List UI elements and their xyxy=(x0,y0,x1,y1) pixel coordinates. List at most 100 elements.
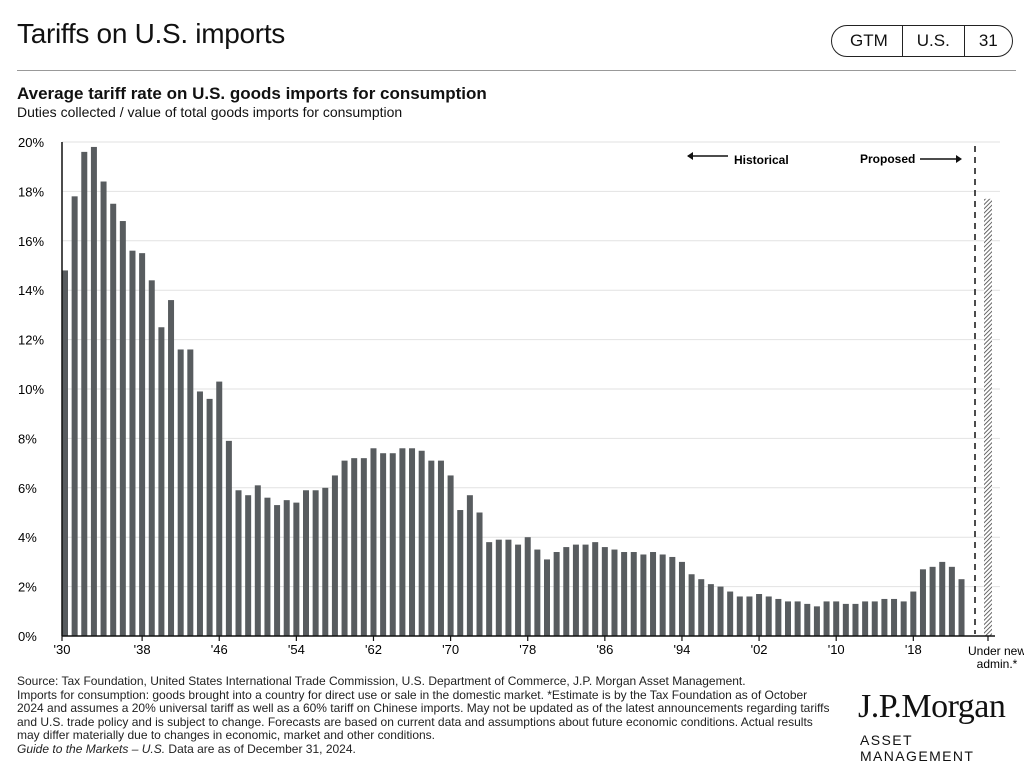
bar-1969 xyxy=(437,460,444,636)
bar-1953 xyxy=(283,500,290,636)
bar-1936 xyxy=(119,221,126,637)
bar-2004 xyxy=(775,598,782,636)
bar-1938 xyxy=(139,253,146,636)
bar-1948 xyxy=(235,490,242,636)
arrow-right-icon xyxy=(956,155,962,163)
badge-page: 31 xyxy=(963,26,1012,56)
bar-2000 xyxy=(736,596,743,636)
bar-1939 xyxy=(148,280,155,636)
jpmorgan-logo: J.P.Morgan xyxy=(858,688,1006,725)
bar-1988 xyxy=(621,552,628,636)
bar-1945 xyxy=(206,398,213,636)
x-tick-label: '38 xyxy=(134,642,151,657)
bar-2003 xyxy=(765,596,772,636)
bar-1994 xyxy=(678,561,685,636)
bar-1993 xyxy=(669,556,676,636)
bar-2010 xyxy=(833,601,840,636)
methodology-note: Imports for consumption: goods brought i… xyxy=(17,687,830,742)
y-tick-label: 2% xyxy=(18,580,37,595)
bar-2009 xyxy=(823,601,830,636)
bar-1931 xyxy=(71,196,78,636)
bar-1950 xyxy=(254,485,261,636)
bar-1987 xyxy=(611,549,618,636)
bar-2012 xyxy=(852,603,859,636)
bar-1944 xyxy=(196,391,203,636)
guide-title: Guide to the Markets – U.S. xyxy=(17,741,166,756)
x-tick-label: '62 xyxy=(365,642,382,657)
bar-1984 xyxy=(582,544,589,636)
bar-1971 xyxy=(457,510,464,636)
bar-1995 xyxy=(688,574,695,636)
bar-1973 xyxy=(476,512,483,636)
bar-1951 xyxy=(264,497,271,636)
y-tick-label: 4% xyxy=(18,530,37,545)
bar-1985 xyxy=(592,542,599,636)
bar-1983 xyxy=(572,544,579,636)
bar-1979 xyxy=(534,549,541,636)
bar-2020 xyxy=(929,566,936,636)
x-tick-label: '30 xyxy=(54,642,71,657)
bar-1940 xyxy=(158,327,165,636)
gtm-badge: GTM U.S. 31 xyxy=(831,25,1013,57)
y-tick-label: 20% xyxy=(18,135,44,150)
bar-1997 xyxy=(707,584,714,636)
bar-1986 xyxy=(601,547,608,636)
bar-1980 xyxy=(544,559,550,636)
bar-1975 xyxy=(495,539,502,636)
bar-1972 xyxy=(466,495,473,636)
projected-label-2: admin.* xyxy=(977,657,1018,671)
x-tick-label: '18 xyxy=(905,642,922,657)
x-tick-label: '86 xyxy=(596,642,613,657)
bar-2001 xyxy=(746,596,753,636)
badge-gtm: GTM xyxy=(850,31,888,50)
bar-1974 xyxy=(486,542,493,636)
bar-1958 xyxy=(331,475,338,636)
bar-2018 xyxy=(910,591,917,636)
bar-1965 xyxy=(399,448,406,636)
projected-label-1: Under new xyxy=(968,644,1024,658)
bar-2008 xyxy=(813,606,820,636)
bar-2002 xyxy=(756,594,763,636)
bar-1949 xyxy=(245,495,252,636)
bar-2011 xyxy=(842,603,849,636)
bar-2005 xyxy=(785,601,791,636)
bar-1992 xyxy=(659,554,666,636)
bar-1947 xyxy=(225,440,232,636)
proposed-label: Proposed xyxy=(860,152,915,166)
bar-1946 xyxy=(216,381,223,636)
bar-1956 xyxy=(312,490,319,636)
y-tick-label: 12% xyxy=(18,333,44,348)
source-note: Source: Tax Foundation, United States In… xyxy=(17,674,746,688)
bar-2021 xyxy=(939,561,946,636)
bar-1960 xyxy=(351,458,358,636)
historical-annotation: Historical xyxy=(687,152,789,167)
bar-1967 xyxy=(418,450,425,636)
x-tick-label: '78 xyxy=(519,642,536,657)
x-tick-label: '54 xyxy=(288,642,305,657)
page-title: Tariffs on U.S. imports xyxy=(17,18,286,49)
bar-1955 xyxy=(303,490,309,636)
header-divider xyxy=(17,70,1016,71)
y-tick-label: 10% xyxy=(18,382,44,397)
bar-1961 xyxy=(360,458,367,636)
arrow-left-icon xyxy=(687,152,693,160)
bar-1952 xyxy=(274,505,281,636)
asset-management-label: ASSET MANAGEMENT xyxy=(860,732,975,764)
bar-1989 xyxy=(630,552,637,636)
bar-2014 xyxy=(871,601,878,636)
chart-title: Average tariff rate on U.S. goods import… xyxy=(17,84,487,103)
y-tick-label: 14% xyxy=(18,283,44,298)
footnotes: Source: Tax Foundation, United States In… xyxy=(17,674,832,756)
bar-1933 xyxy=(90,146,97,636)
bar-1963 xyxy=(380,453,387,636)
bar-1937 xyxy=(129,250,136,636)
bar-2007 xyxy=(804,603,811,636)
bar-1981 xyxy=(553,552,560,636)
bar-1982 xyxy=(563,547,570,636)
bar-1932 xyxy=(81,151,88,636)
bar-1976 xyxy=(505,539,512,636)
proposed-annotation: Proposed xyxy=(860,152,962,166)
bar-1991 xyxy=(650,552,657,636)
x-tick-label: '94 xyxy=(673,642,690,657)
